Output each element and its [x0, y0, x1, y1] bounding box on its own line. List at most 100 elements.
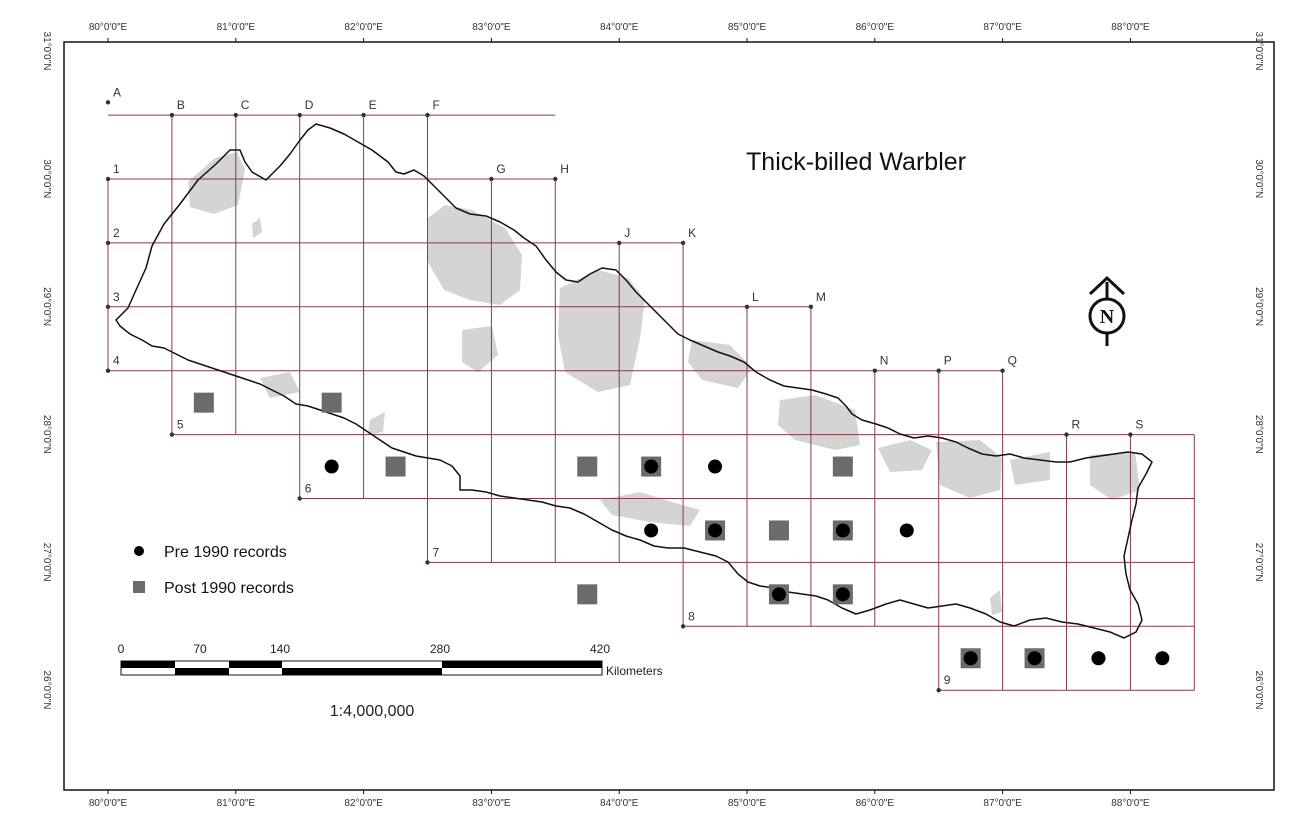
grid-col-label: K [688, 226, 696, 240]
lon-label-bottom: 84°0'0"E [600, 798, 639, 809]
longitude-labels-top: 80°0'0"E 81°0'0"E 82°0'0"E 83°0'0"E 84°0'0"E… [89, 22, 1150, 42]
grid-row-label: 2 [113, 226, 120, 240]
north-arrow-letter: N [1100, 306, 1115, 328]
grid-node [553, 176, 558, 182]
grid-row-label: 5 [177, 418, 184, 432]
lat-label-left: 29°0'0"N [41, 287, 52, 326]
grid-col-label: L [752, 290, 759, 304]
pre-1990-record [835, 523, 850, 538]
lon-label-bottom: 82°0'0"E [344, 798, 383, 809]
pre-1990-record [963, 651, 978, 666]
scale-unit: Kilometers [606, 664, 663, 678]
lat-label-right: 28°0'0"N [1253, 415, 1264, 454]
pre-1990-record [644, 459, 659, 474]
lon-label-top: 82°0'0"E [344, 22, 383, 33]
lat-label-right: 27°0'0"N [1253, 543, 1264, 582]
post-1990-record [832, 456, 853, 477]
grid-node [105, 240, 111, 246]
latitude-labels-right: 31°0'0"N 30°0'0"N 29°0'0"N 28°0'0"N 27°0'0"N… [1253, 32, 1264, 710]
grid-node [297, 112, 302, 118]
scale-bar: 0 70 140 280 420 Kilometers 1:4,000,000 [118, 642, 663, 720]
grid-node [936, 688, 941, 693]
lat-label-left: 28°0'0"N [41, 415, 52, 454]
scale-tick-0: 0 [118, 642, 125, 656]
grid-node [680, 240, 686, 246]
post-1990-record [385, 456, 406, 477]
legend-pre-marker [134, 546, 144, 556]
lon-label-top: 88°0'0"E [1111, 22, 1150, 33]
lon-label-top: 85°0'0"E [728, 22, 767, 33]
grid-row-label: 6 [305, 482, 312, 496]
post-1990-record [577, 584, 598, 605]
grid-node [169, 432, 175, 437]
lat-label-right: 31°0'0"N [1253, 32, 1264, 71]
pre-1990-record [1155, 651, 1170, 666]
grid-col-label: S [1135, 418, 1143, 432]
grid-col-label: D [305, 98, 314, 112]
grid-node [105, 368, 111, 373]
grid-col-label: Q [1008, 354, 1017, 368]
legend-pre-label: Pre 1990 records [164, 544, 287, 561]
grid-node [425, 560, 430, 565]
survey-grid [107, 114, 1195, 691]
grid-node [680, 624, 686, 629]
scale-ratio: 1:4,000,000 [330, 703, 415, 720]
lon-label-bottom: 83°0'0"E [472, 798, 511, 809]
grid-row-label: 8 [688, 609, 695, 623]
post-1990-record [577, 456, 598, 477]
lon-label-bottom: 81°0'0"E [217, 798, 256, 809]
legend: Pre 1990 records Post 1990 records [133, 544, 294, 597]
lat-label-left: 31°0'0"N [41, 32, 52, 71]
post-1990-record [321, 392, 342, 413]
lat-label-left: 27°0'0"N [41, 543, 52, 582]
grid-node [617, 240, 622, 246]
grid-col-label: C [241, 98, 250, 112]
pre-1990-record [324, 459, 339, 474]
grid-node [489, 176, 494, 182]
grid-col-label: J [624, 226, 630, 240]
pre-1990-record [771, 587, 786, 602]
lat-label-right: 30°0'0"N [1253, 159, 1264, 198]
grid-node [1128, 432, 1133, 437]
grid-node [105, 176, 111, 182]
lat-label-left: 26°0'0"N [41, 671, 52, 710]
grid-node [361, 112, 366, 118]
lon-label-top: 81°0'0"E [217, 22, 256, 33]
grid-node [936, 368, 941, 373]
lon-label-bottom: 86°0'0"E [856, 798, 895, 809]
lat-label-left: 30°0'0"N [41, 159, 52, 198]
legend-post-marker [133, 581, 145, 593]
map-title: Thick-billed Warbler [746, 148, 966, 176]
pre-1990-record [835, 587, 850, 602]
grid-col-label: G [496, 162, 505, 176]
grid-node [169, 112, 175, 118]
pre-1990-record [1091, 651, 1106, 666]
grid-node [105, 100, 111, 105]
lon-label-top: 80°0'0"E [89, 22, 128, 33]
north-arrow-circle [1088, 297, 1126, 335]
scale-tick-420: 420 [590, 642, 610, 656]
grid-node [872, 368, 877, 373]
scale-tick-70: 70 [193, 642, 207, 656]
grid-row-label: 3 [113, 290, 120, 304]
grid-row-label: 9 [944, 673, 951, 687]
grid-node [1064, 432, 1069, 437]
grid-row-label: 1 [113, 162, 120, 176]
lon-label-bottom: 85°0'0"E [728, 798, 767, 809]
grid-col-label: M [816, 290, 826, 304]
lat-label-right: 26°0'0"N [1253, 671, 1264, 710]
pre-1990-record [1027, 651, 1042, 666]
map-frame [63, 41, 1275, 791]
grid-labels: A B C D E F G H J K L M N P Q R S 1 2 3 4 5 6 7 8 9 [113, 85, 1143, 687]
grid-col-label: P [944, 354, 952, 368]
grid-node [297, 496, 302, 501]
scale-tick-140: 140 [270, 642, 290, 656]
latitude-labels-left: 31°0'0"N 30°0'0"N 29°0'0"N 28°0'0"N 27°0'0"N… [41, 32, 52, 710]
grid-node [744, 304, 750, 309]
post-1990-record [768, 520, 789, 541]
lon-label-top: 84°0'0"E [600, 22, 639, 33]
grid-node [425, 112, 430, 118]
grid-node [1000, 368, 1005, 373]
record-markers [193, 392, 1170, 669]
